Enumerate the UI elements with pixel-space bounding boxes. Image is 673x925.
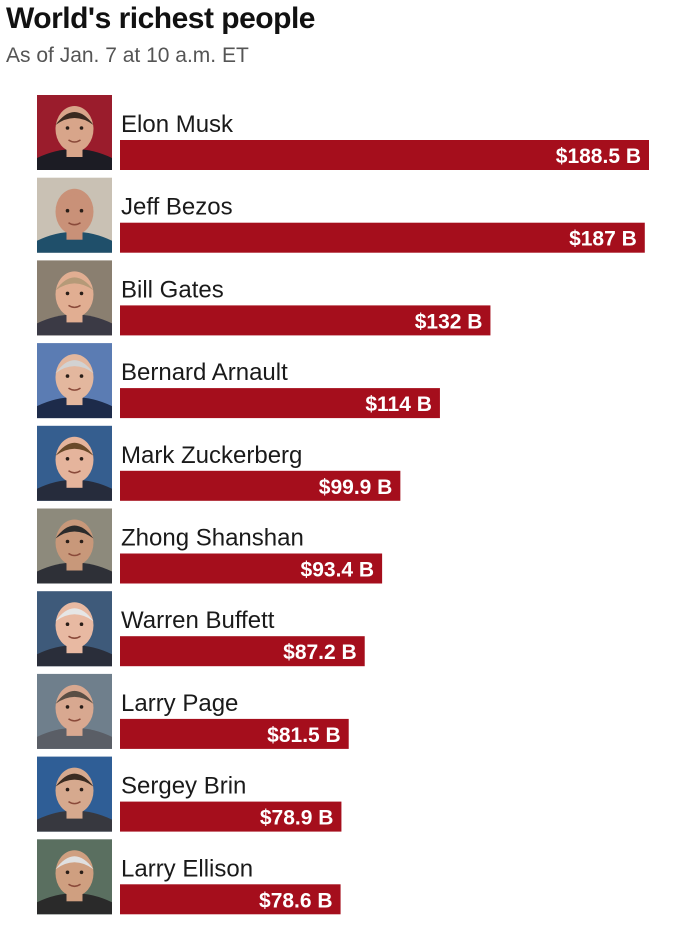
chart-subtitle: As of Jan. 7 at 10 a.m. ET: [6, 44, 249, 67]
name-label: Larry Page: [121, 690, 238, 717]
name-label: Warren Buffett: [121, 607, 275, 634]
name-label: Jeff Bezos: [121, 194, 233, 221]
bar: [120, 884, 341, 915]
bill-gates-photo-icon: [37, 260, 112, 336]
value-label: $132 B: [415, 310, 483, 333]
bar: [120, 718, 349, 749]
larry-ellison-photo-icon: [37, 839, 112, 915]
name-label: Mark Zuckerberg: [121, 442, 302, 469]
sergey-brin-photo-icon: [37, 756, 112, 832]
name-label: Sergey Brin: [121, 773, 246, 800]
bar: [120, 222, 645, 253]
value-label: $87.2 B: [283, 641, 357, 664]
bar: [120, 140, 649, 170]
bar: [120, 305, 491, 336]
warren-buffett-photo-icon: [37, 591, 112, 667]
value-label: $78.9 B: [260, 807, 334, 830]
bar: [120, 636, 365, 667]
elon-musk-photo-icon: [37, 95, 112, 170]
value-label: $81.5 B: [267, 724, 341, 747]
chart-title: World's richest people: [6, 2, 315, 35]
value-label: $114 B: [365, 393, 432, 416]
larry-page-photo-icon: [37, 673, 112, 749]
name-label: Larry Ellison: [121, 855, 253, 882]
jeff-bezos-photo-icon: [37, 177, 112, 253]
bar: [120, 470, 401, 501]
value-label: $93.4 B: [301, 559, 375, 582]
name-label: Zhong Shanshan: [121, 525, 304, 552]
value-label: $187 B: [569, 228, 637, 251]
bar: [120, 388, 440, 419]
zhong-shanshan-photo-icon: [37, 508, 112, 584]
value-label: $188.5 B: [556, 145, 641, 168]
name-label: Bill Gates: [121, 276, 224, 303]
mark-zuckerberg-photo-icon: [37, 425, 112, 501]
value-label: $78.6 B: [259, 889, 333, 912]
bar: [120, 553, 383, 584]
bar: [120, 801, 342, 832]
name-label: Bernard Arnault: [121, 359, 288, 386]
value-label: $99.9 B: [319, 476, 393, 499]
bernard-arnault-photo-icon: [37, 343, 112, 419]
name-label: Elon Musk: [121, 111, 234, 138]
